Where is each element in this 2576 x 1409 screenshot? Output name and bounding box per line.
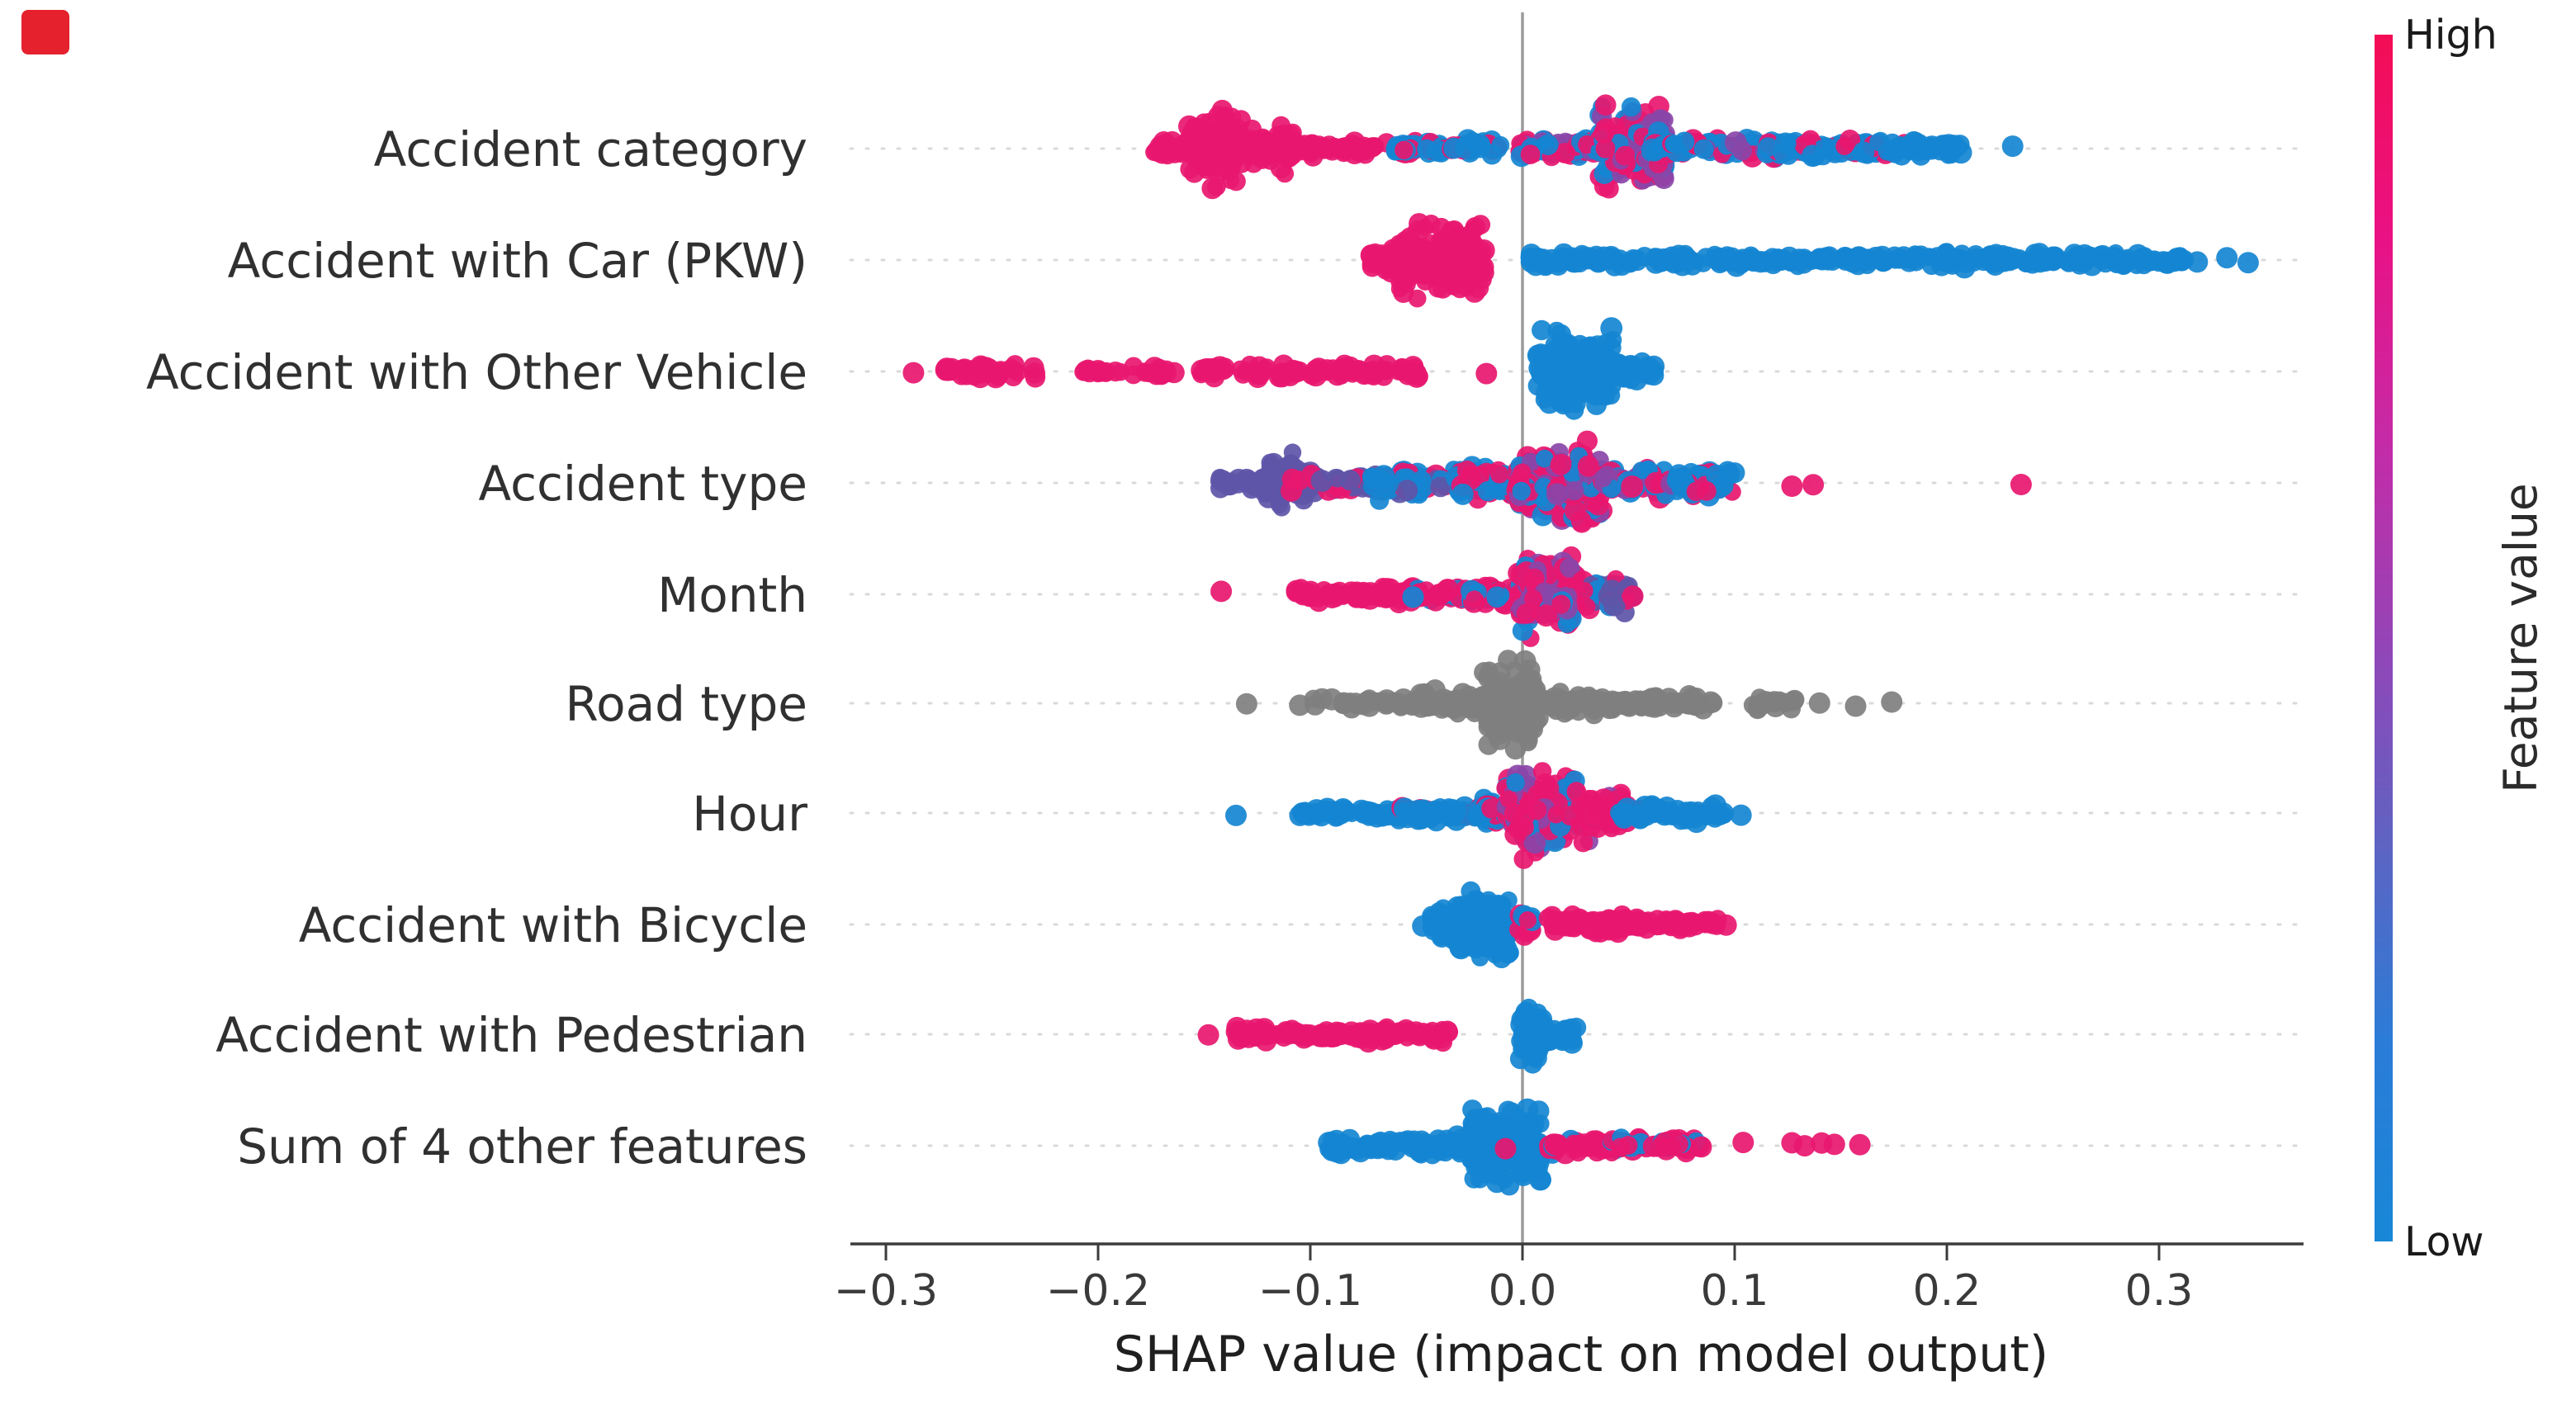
x-tick-label: 0.2 <box>1912 1266 1982 1316</box>
beeswarm-dots <box>902 94 2259 1196</box>
colorbar-title: Feature value <box>2494 483 2548 793</box>
feature-label-road-type: Road type <box>565 676 807 732</box>
corner-marker <box>21 10 69 54</box>
feature-label-month: Month <box>657 567 807 623</box>
x-tick-label: −0.1 <box>1257 1266 1363 1316</box>
x-axis-spine <box>850 1242 2304 1260</box>
x-tick-label: 0.3 <box>2124 1266 2194 1316</box>
x-tick-label: 0.1 <box>1700 1266 1769 1316</box>
feature-label-accident-with-car-pkw: Accident with Car (PKW) <box>227 233 807 289</box>
feature-label-accident-category: Accident category <box>373 121 807 177</box>
colorbar-title-wrap: Feature value <box>2467 35 2574 1241</box>
colorbar-gradient <box>2375 35 2393 1241</box>
feature-label-sum-of-4-other-features: Sum of 4 other features <box>237 1118 807 1175</box>
colorbar-high-label: High <box>2404 12 2498 59</box>
x-tick-label: −0.2 <box>1045 1266 1151 1316</box>
dotted-gridlines <box>849 147 2304 1147</box>
feature-label-accident-type: Accident type <box>478 456 807 512</box>
feature-label-accident-with-pedestrian: Accident with Pedestrian <box>215 1007 807 1063</box>
feature-label-accident-with-other-vehicle: Accident with Other Vehicle <box>145 344 807 400</box>
x-tick-label: −0.3 <box>833 1266 939 1316</box>
x-axis-label: SHAP value (impact on model output) <box>1113 1326 2049 1383</box>
feature-label-hour: Hour <box>692 786 807 842</box>
feature-label-accident-with-bicycle: Accident with Bicycle <box>298 897 807 953</box>
x-tick-label: 0.0 <box>1488 1266 1557 1316</box>
colorbar-low-label: Low <box>2404 1218 2484 1265</box>
